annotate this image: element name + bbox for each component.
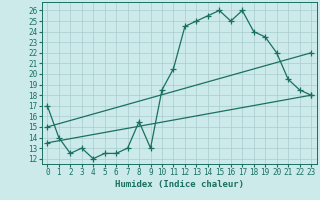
X-axis label: Humidex (Indice chaleur): Humidex (Indice chaleur) [115, 180, 244, 189]
